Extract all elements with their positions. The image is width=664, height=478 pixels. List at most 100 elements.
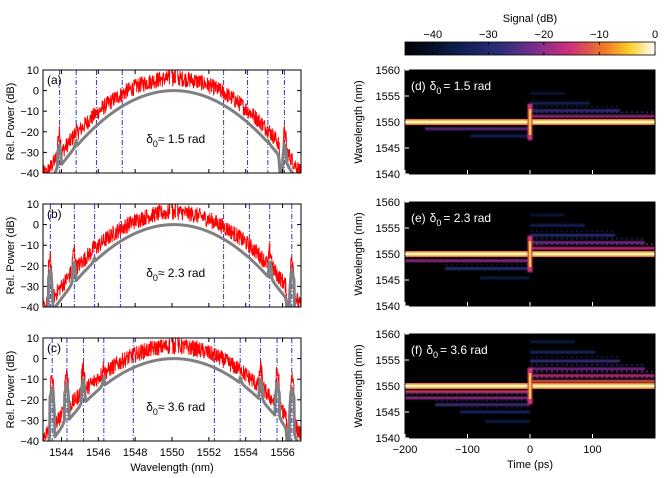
y-tick-label: −40: [20, 168, 39, 180]
fringe-dot: [615, 111, 619, 114]
fringe-dot: [510, 399, 514, 402]
fringe-dot: [570, 376, 574, 379]
fringe-dot: [595, 230, 599, 233]
fringe-dot: [555, 111, 559, 114]
fringe-dot: [540, 237, 544, 240]
fringe-dot: [555, 376, 559, 379]
fringe-dot: [530, 336, 534, 339]
fringe-dot: [540, 105, 544, 108]
fringe-dot: [545, 336, 549, 339]
fringe-dot: [570, 370, 574, 373]
panel-label: (b): [47, 207, 62, 221]
colorbar-tick-label: −20: [535, 29, 554, 41]
fringe-dot: [560, 209, 564, 213]
fringe-dot: [475, 406, 479, 410]
delta-annotation: δ0≈ 2.3 rad: [146, 266, 205, 283]
fringe-dot: [590, 376, 594, 379]
fringe-dot: [545, 220, 549, 223]
fringe-dot: [475, 130, 479, 134]
fringe-dot: [500, 416, 504, 419]
fringe-dot: [480, 272, 484, 276]
fringe-dot: [550, 209, 554, 213]
fringe-dot: [640, 370, 644, 373]
fringe-dot: [615, 370, 619, 373]
fringe-dot: [590, 355, 594, 359]
fringe-dot: [520, 130, 524, 134]
fringe-dot: [535, 370, 539, 373]
fringe-dot: [535, 98, 539, 101]
fringe-dot: [530, 355, 534, 359]
annotation-symbol: δ: [146, 132, 153, 146]
y-tick-label: 1540: [376, 301, 400, 313]
y-tick-label: −20: [20, 261, 39, 273]
y-tick-label: 1545: [376, 275, 400, 287]
fringe-dot: [450, 392, 454, 396]
fringe-dot: [545, 370, 549, 373]
fringe-dot: [635, 237, 639, 240]
fringe-dot: [580, 363, 584, 366]
fringe-dot: [555, 88, 559, 91]
burst-core: [528, 241, 532, 267]
fringe-dot: [570, 347, 574, 350]
y-axis-label: Wavelength (nm): [353, 80, 365, 163]
fringe-dot: [470, 406, 474, 410]
fringe-dot: [575, 370, 579, 373]
y-tick-label: −20: [20, 127, 39, 139]
fringe-dot: [580, 370, 584, 373]
fringe-dot: [540, 376, 544, 379]
panel-label: (c): [47, 341, 61, 355]
fringe-dot: [510, 130, 514, 134]
burst-core: [528, 109, 532, 135]
measured-spectrum-line: [43, 204, 301, 307]
fringe-dot: [610, 355, 614, 359]
fringe-dot: [600, 370, 604, 373]
fringe-dot: [470, 263, 474, 266]
fringe-dot: [545, 230, 549, 233]
fringe-dot: [555, 363, 559, 366]
fringe-dot: [605, 243, 609, 246]
fringe-dot: [495, 392, 499, 396]
fringe-dot: [550, 370, 554, 373]
fringe-dot: [560, 88, 564, 91]
fringe-dot: [650, 376, 654, 379]
fringe-dot: [460, 406, 464, 410]
fringe-dot: [560, 105, 564, 108]
fringe-dot: [490, 399, 494, 402]
fringe-dot: [515, 263, 519, 266]
fringe-dot: [570, 243, 574, 246]
annotation-symbol: δ: [146, 266, 153, 280]
fringe-dot: [610, 363, 614, 366]
fringe-dot: [560, 347, 564, 350]
fringe-dot: [530, 347, 534, 350]
fringe-dot: [485, 416, 489, 419]
sideband-streak: [530, 223, 585, 227]
fringe-dot: [585, 105, 589, 108]
fringe-dot: [535, 347, 539, 350]
fringe-dot: [495, 406, 499, 410]
fringe-dot: [661, 376, 663, 378]
fringe-dot: [485, 130, 489, 134]
fringe-dot: [585, 111, 589, 114]
fringe-dot: [560, 370, 564, 373]
fringe-dot: [460, 392, 464, 396]
panel-annotation: (e) δ0 = 2.3 rad: [411, 211, 491, 228]
fringe-dot: [455, 392, 459, 396]
fringe-dot: [575, 355, 579, 359]
spectrogram-panel-e: 1560 1555 1550 1545 1540 (e) δ0 = 2.3 rad Wavele…: [353, 197, 656, 313]
fringe-dot: [560, 336, 564, 339]
fringe-dot: [625, 243, 629, 246]
fringe-dot: [635, 370, 639, 373]
fringe-dot: [565, 220, 569, 223]
fringe-dot: [505, 399, 509, 402]
sideband-streak: [530, 374, 655, 378]
fringe-dot: [620, 376, 624, 379]
y-tick-label: 0: [33, 220, 39, 232]
fringe-dot: [565, 336, 569, 339]
y-axis-label: Rel. Power (dB): [5, 217, 17, 295]
fringe-dot: [555, 370, 559, 373]
fringe-dot: [575, 237, 579, 240]
fringe-dot: [650, 370, 654, 373]
sideband-streak: [530, 213, 565, 217]
sideband-streak: [405, 396, 530, 400]
